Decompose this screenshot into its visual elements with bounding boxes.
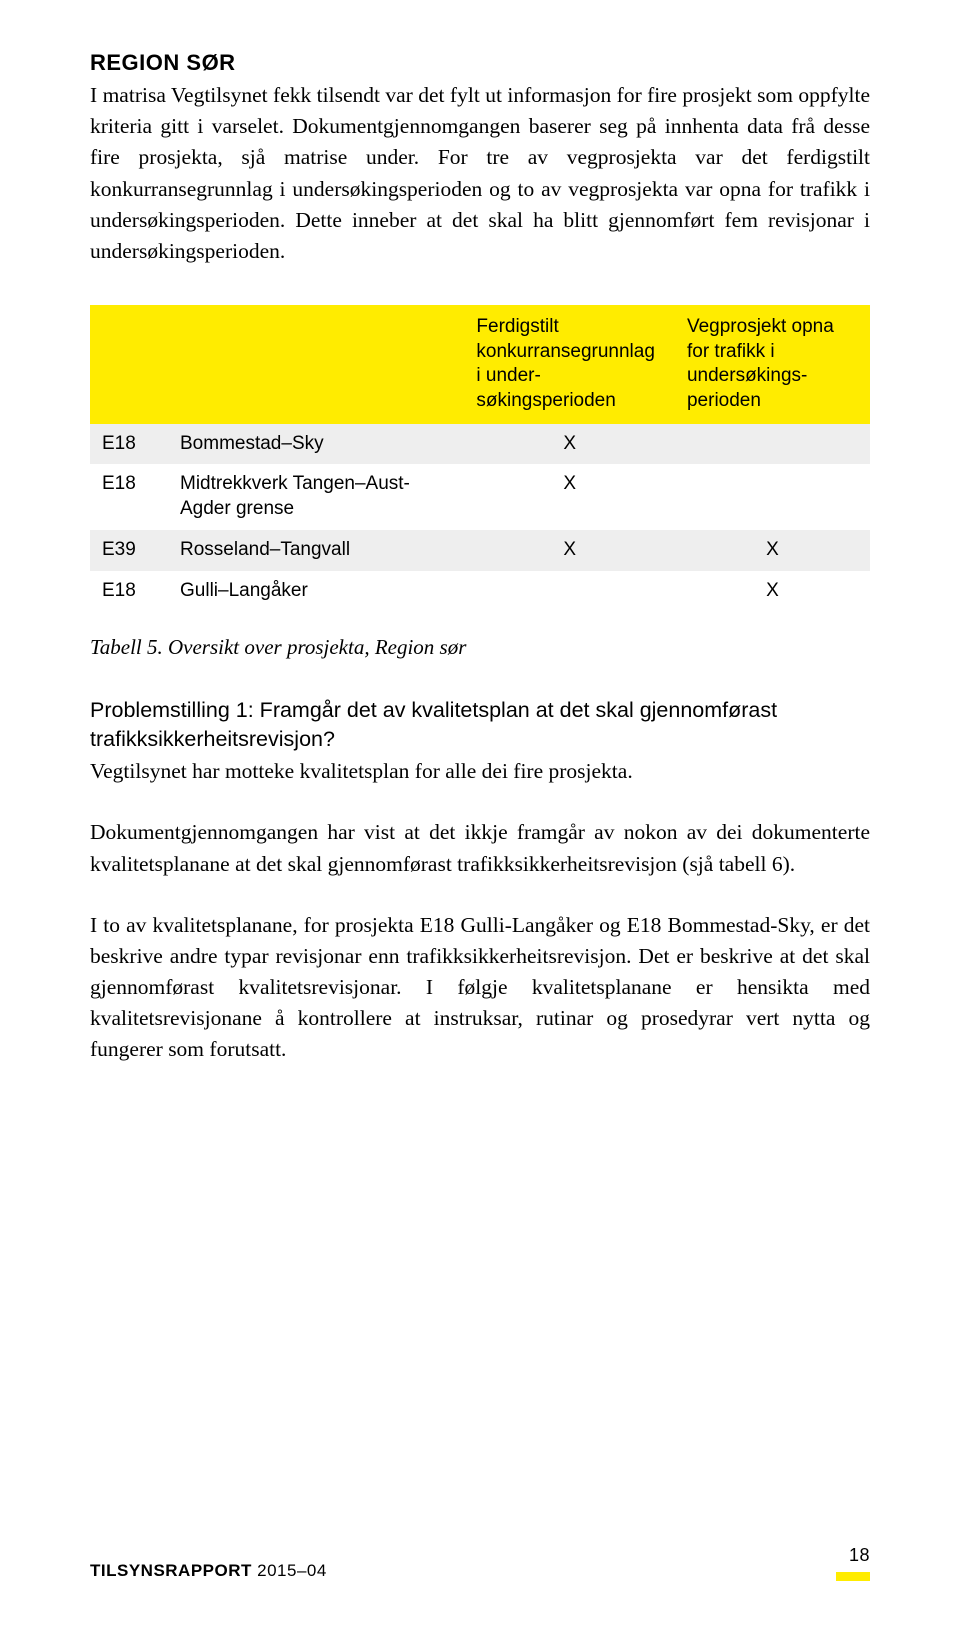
cell-mark xyxy=(464,571,675,612)
cell-project: Gulli–Langåker xyxy=(168,571,464,612)
cell-project: Midtrekkverk Tangen–Aust-Agder grense xyxy=(168,464,464,529)
table-header-col3: Vegprosjekt opna for trafikk i undersøki… xyxy=(675,305,870,424)
table-header-col2: Ferdigstilt konkurranse­grunnlag i under… xyxy=(464,305,675,424)
cell-mark: X xyxy=(464,530,675,571)
cell-road: E18 xyxy=(90,571,168,612)
page-footer: TILSYNSRAPPORT 2015–04 18 xyxy=(90,1545,870,1581)
footer-right: 18 xyxy=(836,1545,870,1581)
paragraph-3: Dokumentgjennomgangen har vist at det ik… xyxy=(90,817,870,879)
table-row: E18 Midtrekkverk Tangen–Aust-Agder grens… xyxy=(90,464,870,529)
cell-mark: X xyxy=(675,530,870,571)
cell-mark: X xyxy=(464,424,675,465)
table-row: E18 Bommestad–Sky X xyxy=(90,424,870,465)
cell-mark: X xyxy=(675,571,870,612)
footer-accent-icon xyxy=(836,1572,870,1581)
table-caption: Tabell 5. Oversikt over prosjekta, Regio… xyxy=(90,635,870,660)
table-row: E18 Gulli–Langåker X xyxy=(90,571,870,612)
project-table: Ferdigstilt konkurranse­grunnlag i under… xyxy=(90,305,870,611)
table-header-blank-0 xyxy=(90,305,168,424)
cell-road: E18 xyxy=(90,464,168,529)
project-table-container: Ferdigstilt konkurranse­grunnlag i under… xyxy=(90,305,870,611)
page-number: 18 xyxy=(849,1545,870,1566)
footer-title-rest: 2015–04 xyxy=(252,1561,327,1580)
table-row: E39 Rosseland–Tangvall X X xyxy=(90,530,870,571)
paragraph-intro: I matrisa Vegtilsynet fekk tilsendt var … xyxy=(90,80,870,267)
table-header-row: Ferdigstilt konkurranse­grunnlag i under… xyxy=(90,305,870,424)
paragraph-2: Vegtilsynet har motteke kvalitetsplan fo… xyxy=(90,756,870,787)
cell-mark xyxy=(675,464,870,529)
cell-road: E18 xyxy=(90,424,168,465)
cell-project: Bommestad–Sky xyxy=(168,424,464,465)
table-header-blank-1 xyxy=(168,305,464,424)
cell-road: E39 xyxy=(90,530,168,571)
section-heading: REGION SØR xyxy=(90,50,870,76)
cell-project: Rosseland–Tangvall xyxy=(168,530,464,571)
paragraph-4: I to av kvalitetsplanane, for prosjekta … xyxy=(90,910,870,1066)
cell-mark xyxy=(675,424,870,465)
footer-title-bold: TILSYNSRAPPORT xyxy=(90,1561,252,1580)
problem-subheading: Problemstilling 1: Framgår det av kvalit… xyxy=(90,696,870,754)
cell-mark: X xyxy=(464,464,675,529)
footer-title: TILSYNSRAPPORT 2015–04 xyxy=(90,1561,327,1581)
